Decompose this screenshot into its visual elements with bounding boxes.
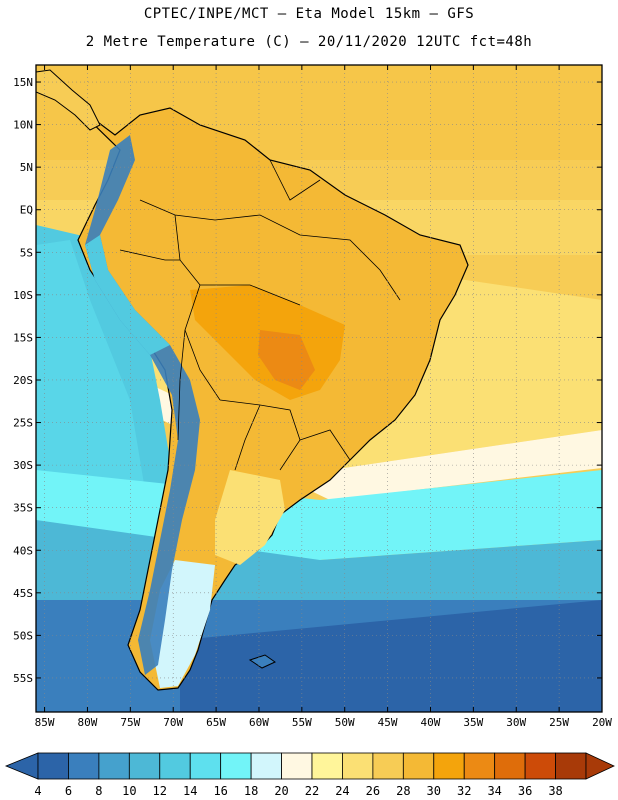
colorbar-swatch — [159, 752, 191, 780]
lon-tick-label: 75W — [120, 716, 140, 729]
colorbar-swatch — [37, 752, 69, 780]
lat-tick-label: 10N — [13, 119, 33, 132]
lat-tick-label: 5S — [20, 246, 33, 259]
lon-tick-label: 40W — [421, 716, 441, 729]
colorbar-swatch — [250, 752, 282, 780]
colorbar-label: 4 — [34, 784, 41, 798]
colorbar-swatch — [311, 752, 343, 780]
lon-tick-label: 60W — [249, 716, 269, 729]
colorbar-label: 36 — [518, 784, 532, 798]
colorbar-swatch — [555, 752, 587, 780]
lat-tick-label: 15N — [13, 76, 33, 89]
lon-tick-label: 30W — [506, 716, 526, 729]
colorbar-swatch — [463, 752, 496, 780]
lon-tick-label: 35W — [463, 716, 483, 729]
lat-tick-label: 5N — [20, 161, 33, 174]
colorbar-swatch — [220, 752, 252, 780]
colorbar-label: 32 — [457, 784, 471, 798]
colorbar-label: 28 — [396, 784, 410, 798]
colorbar-swatch — [494, 752, 526, 780]
lon-tick-label: 25W — [549, 716, 569, 729]
colorbar-label: 30 — [427, 784, 441, 798]
colorbar-swatch — [402, 752, 435, 780]
colorbar-swatch — [342, 752, 374, 780]
colorbar-swatch — [372, 752, 404, 780]
colorbar-label: 14 — [183, 784, 197, 798]
map-title: CPTEC/INPE/MCT – Eta Model 15km – GFS — [143, 6, 475, 22]
map-frame — [35, 64, 603, 713]
lon-tick-label: 50W — [335, 716, 355, 729]
hottest-core-region — [258, 330, 315, 390]
colorbar-swatch — [433, 752, 465, 780]
colorbar-label: 34 — [487, 784, 501, 798]
colorbar-swatch — [524, 752, 556, 780]
colorbar-label: 6 — [65, 784, 72, 798]
lon-tick-label: 70W — [163, 716, 183, 729]
colorbar-swatch — [98, 752, 130, 780]
colorbar-label: 26 — [366, 784, 380, 798]
colorbar-swatch — [68, 752, 100, 780]
lon-tick-label: 55W — [292, 716, 312, 729]
lat-tick-label: 50S — [13, 629, 33, 642]
andes-cold-strip — [85, 135, 200, 675]
lat-tick-label: 30S — [13, 459, 33, 472]
southern-ocean-cold — [180, 600, 602, 712]
lat-tick-label: 10S — [13, 289, 33, 302]
lat-tick-label: 25S — [13, 417, 33, 430]
falkland-islands — [248, 654, 276, 669]
lat-tick-label: 45S — [13, 587, 33, 600]
colorbar-swatch — [281, 752, 313, 780]
colorbar-swatch — [128, 752, 161, 780]
colorbar-label: 12 — [153, 784, 167, 798]
colorbar-swatch — [189, 752, 222, 780]
country-borders — [119, 159, 401, 471]
colorbar-upper-arrow — [585, 752, 615, 780]
colorbar-lower-arrow — [4, 752, 39, 780]
lat-tick-label: EQ — [20, 204, 33, 217]
lat-tick-label: 55S — [13, 672, 33, 685]
colorbar-label: 38 — [548, 784, 562, 798]
colorbar: 4 6 8 10 12 14 16 18 20 22 24 26 28 30 32 34 36 38 — [4, 752, 615, 798]
colorbar-label: 8 — [95, 784, 102, 798]
andes-mid-altitude — [85, 235, 170, 355]
lon-tick-label: 65W — [206, 716, 226, 729]
lat-tick-label: 15S — [13, 331, 33, 344]
lat-tick-label: 35S — [13, 502, 33, 515]
colorbar-label: 18 — [244, 784, 258, 798]
colorbar-label: 24 — [335, 784, 349, 798]
colorbar-label: 22 — [305, 784, 319, 798]
lon-tick-label: 20W — [592, 716, 612, 729]
lon-tick-label: 85W — [35, 716, 55, 729]
axis-ticks: 15N 10N 5N EQ 5S 10S 15S 20S 25S 30S 35S 40S 45S 50S 5… — [13, 65, 612, 729]
central-america — [36, 69, 101, 131]
pampas-region — [215, 470, 285, 565]
colorbar-label: 10 — [122, 784, 136, 798]
lon-tick-label: 45W — [378, 716, 398, 729]
lon-tick-label: 80W — [78, 716, 98, 729]
lat-tick-label: 40S — [13, 544, 33, 557]
map-subtitle: 2 Metre Temperature (C) – 20/11/2020 12U… — [85, 34, 533, 50]
ocean-transition-band — [36, 330, 602, 500]
colorbar-label: 20 — [274, 784, 288, 798]
map-field — [36, 65, 602, 712]
colorbar-label: 16 — [213, 784, 227, 798]
lat-tick-label: 20S — [13, 374, 33, 387]
